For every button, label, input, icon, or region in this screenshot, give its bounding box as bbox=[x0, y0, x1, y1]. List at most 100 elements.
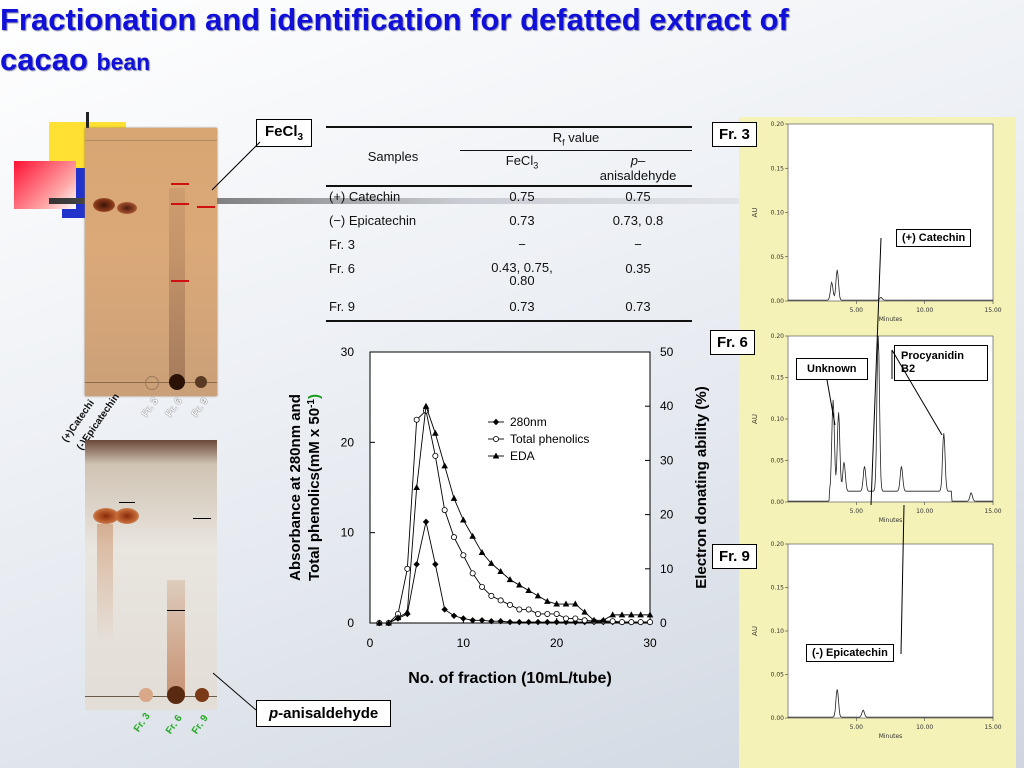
chrom-x-tick-label: 15.00 bbox=[984, 724, 1001, 731]
data-point-circle bbox=[516, 606, 523, 613]
data-point-diamond bbox=[450, 612, 458, 619]
data-point-circle bbox=[432, 452, 439, 459]
chrom-x-tick-label: 15.00 bbox=[984, 508, 1001, 515]
tlc-solvent-front bbox=[85, 140, 217, 141]
data-point-triangle bbox=[609, 611, 616, 618]
data-point-circle bbox=[534, 610, 541, 617]
data-point-diamond bbox=[525, 618, 532, 626]
y-right-tick-label: 20 bbox=[660, 508, 674, 522]
table-row: Fr. 6 0.43, 0.75, 0.80 0.35 bbox=[326, 259, 692, 297]
chrom-leader-lines bbox=[826, 237, 943, 655]
tlc2-mark-2 bbox=[193, 518, 211, 519]
tlc-origin-spot-fr3 bbox=[145, 376, 159, 390]
catechin-peak-label: (+) Catechin bbox=[896, 229, 972, 247]
data-point-triangle bbox=[488, 559, 495, 566]
rf-cell-fecl3: 0.73 bbox=[509, 212, 535, 228]
fecl3-callout-text: FeCl bbox=[265, 123, 298, 140]
chromatogram-trace-3 bbox=[788, 689, 993, 718]
data-point-circle bbox=[609, 618, 616, 625]
data-point-triangle bbox=[506, 576, 514, 583]
tlc2-mark-1 bbox=[119, 502, 135, 503]
chrom-x-tick-label: 10.00 bbox=[916, 508, 933, 515]
legend-marker-circle bbox=[492, 436, 499, 443]
data-point-triangle bbox=[581, 608, 588, 615]
data-point-circle bbox=[497, 597, 504, 604]
tlc2-spot-catechin bbox=[93, 508, 119, 524]
chrom-y-tick-label: 0.00 bbox=[771, 298, 785, 305]
leader-unknown bbox=[826, 379, 836, 426]
rf-col-anis-text: anisaldehyde bbox=[599, 167, 677, 183]
tlc-plate-fecl3 bbox=[85, 128, 217, 396]
rf-header-suffix: value bbox=[564, 130, 600, 145]
y-left-axis-label-line2: Total phenolics(mM x 50 bbox=[306, 408, 323, 581]
rf-cell-anis: 0.75 bbox=[625, 188, 651, 204]
chrom-x-tick-label: 5.00 bbox=[850, 307, 864, 314]
x-tick-label: 30 bbox=[643, 636, 657, 650]
fr9-tag: Fr. 9 bbox=[712, 544, 757, 569]
data-point-triangle bbox=[516, 581, 523, 588]
rf-table-bottom-rule bbox=[326, 319, 692, 323]
fecl3-callout-line bbox=[211, 141, 261, 191]
data-point-diamond bbox=[497, 617, 504, 625]
data-point-diamond bbox=[534, 618, 542, 626]
data-point-triangle bbox=[553, 600, 560, 607]
y-left-tick-label: 10 bbox=[341, 526, 355, 540]
data-point-circle bbox=[637, 619, 644, 626]
tlc2-origin-spot-fr9 bbox=[195, 688, 209, 702]
legend-marker-triangle bbox=[492, 452, 500, 459]
chrom-y-label: AU bbox=[751, 208, 759, 218]
tlc2-lane-label-fr3: Fr. 3 bbox=[132, 711, 153, 735]
data-point-triangle bbox=[534, 592, 542, 599]
y-right-tick-label: 0 bbox=[660, 616, 667, 630]
y-left-tick-label: 30 bbox=[341, 345, 355, 359]
rf-cell-sample: Fr. 9 bbox=[329, 298, 356, 314]
series-line-triangle bbox=[379, 406, 650, 624]
chrom-y-label: AU bbox=[751, 626, 759, 636]
data-point-triangle bbox=[628, 611, 635, 618]
y-right-tick-label: 10 bbox=[660, 562, 674, 576]
x-tick-label: 0 bbox=[367, 636, 374, 650]
y-right-axis-label: Electron donating ability (%) bbox=[693, 386, 710, 589]
tlc-lane-label-fr3: Fr. 3 bbox=[140, 396, 161, 420]
data-point-triangle bbox=[646, 611, 654, 618]
chrom-x-tick-label: 5.00 bbox=[850, 724, 864, 731]
procyanidin-peak-label: Procyanidin B2 bbox=[894, 345, 988, 381]
chrom-y-label: AU bbox=[751, 414, 759, 424]
rf-table-rf-header: Rf value bbox=[460, 128, 692, 151]
rf-cell-sample: (−) Epicatechin bbox=[329, 212, 417, 228]
chrom-x-tick-label: 10.00 bbox=[916, 307, 933, 314]
chrom-y-tick-label: 0.15 bbox=[771, 585, 785, 592]
rf-col-p-suffix: – bbox=[638, 152, 646, 168]
rf-cell-sample: Fr. 6 bbox=[329, 260, 356, 276]
fr3-tag: Fr. 3 bbox=[712, 122, 757, 147]
chrom-x-label: Minutes bbox=[879, 517, 903, 524]
chrom-x-label: Minutes bbox=[879, 316, 903, 323]
chrom-y-tick-label: 0.20 bbox=[771, 333, 785, 340]
chrom-y-tick-label: 0.10 bbox=[771, 210, 785, 217]
slide-title: Fractionation and identification for def… bbox=[0, 0, 880, 82]
data-point-circle bbox=[525, 606, 532, 613]
leader-epicatechin bbox=[900, 504, 905, 655]
rf-col-fecl3-sub: 3 bbox=[533, 160, 539, 171]
y-left-axis-label-close: ) bbox=[306, 394, 323, 399]
rf-cell-anis: − bbox=[634, 236, 642, 252]
tlc-mark-1 bbox=[171, 183, 189, 185]
chrom-x-tick-label: 10.00 bbox=[916, 724, 933, 731]
tlc-spot-catechin bbox=[93, 198, 115, 212]
rf-cell-fecl3: 0.75 bbox=[509, 188, 535, 204]
y-right-tick-label: 50 bbox=[660, 345, 674, 359]
data-point-triangle bbox=[422, 402, 430, 409]
slide-title-suffix: bean bbox=[96, 49, 151, 75]
y-right-tick-label: 40 bbox=[660, 399, 674, 413]
data-point-diamond bbox=[553, 618, 560, 626]
data-point-triangle bbox=[600, 616, 607, 623]
chrom-y-tick-label: 0.10 bbox=[771, 416, 785, 423]
tlc-origin-spot-fr6 bbox=[169, 374, 185, 390]
data-point-circle bbox=[581, 617, 588, 624]
tlc2-streak-fr6 bbox=[167, 580, 185, 698]
rf-col-p: p bbox=[630, 152, 638, 168]
legend-label: Total phenolics bbox=[510, 432, 589, 446]
epicatechin-peak-label: (-) Epicatechin bbox=[806, 644, 894, 662]
chrom-y-tick-label: 0.00 bbox=[771, 499, 785, 506]
data-point-triangle bbox=[469, 532, 476, 539]
